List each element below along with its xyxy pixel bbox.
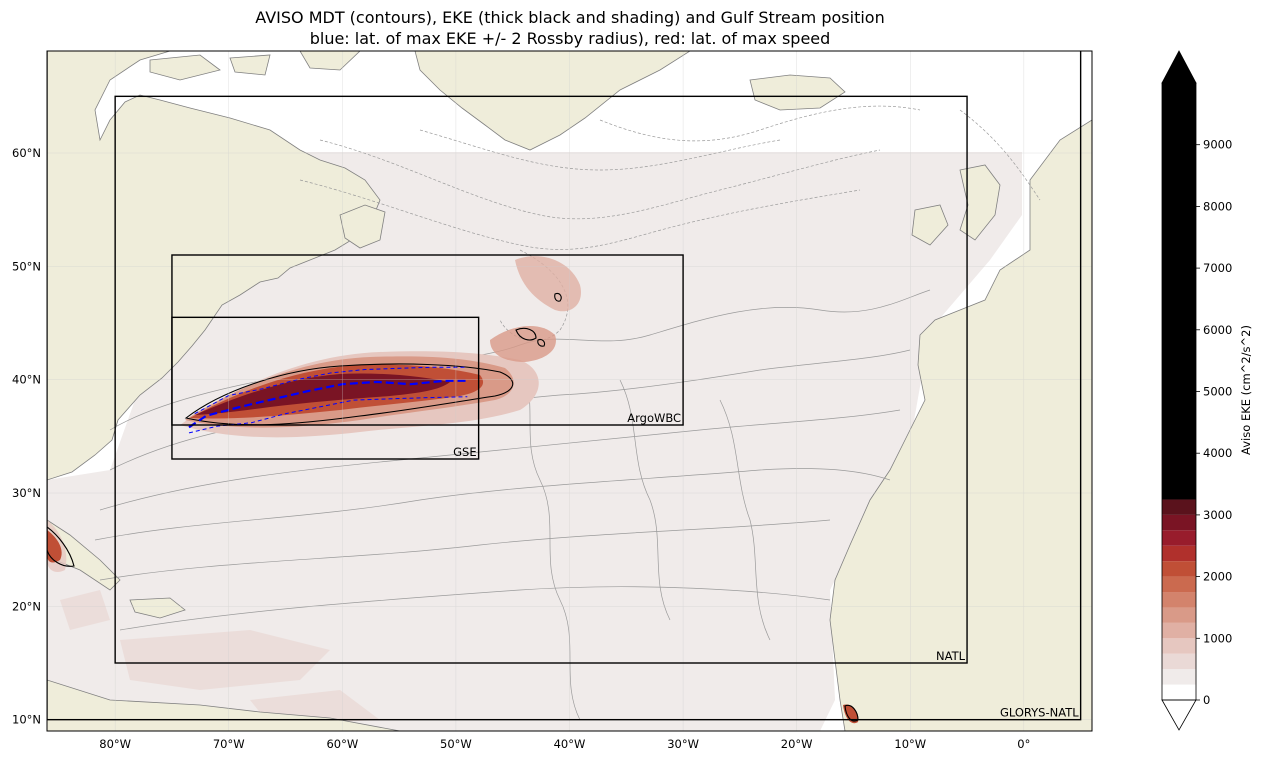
- eke-gulf-stream-shading: [47, 256, 859, 724]
- colorbar-min-extension: [1161, 699, 1197, 731]
- colorbar: 0 1000 2000 3000 4000 5000 6000 7000 8000 9000: [1161, 50, 1232, 731]
- colorbar-level: [1162, 669, 1196, 685]
- colorbar-level: [1162, 622, 1196, 639]
- region-label: ArgoWBC: [627, 411, 681, 425]
- lon-tick-label: 0°: [1017, 737, 1030, 751]
- chart-title: AVISO MDT (contours), EKE (thick black a…: [255, 8, 885, 27]
- gs-south-envelope-line: [188, 396, 468, 434]
- colorbar-tick-label: 4000: [1203, 446, 1232, 460]
- map-frame: [46, 50, 1093, 732]
- region-label: NATL: [936, 649, 966, 663]
- lon-tick-label: 40°W: [554, 737, 586, 751]
- newfoundland-land: [339, 204, 386, 249]
- colorbar-level: [1162, 561, 1196, 577]
- colorbar-level: [1162, 545, 1196, 562]
- arctic-islands-land: [149, 51, 361, 81]
- colorbar-level: [1162, 83, 1196, 500]
- lat-tick-label: 30°N: [12, 486, 41, 500]
- lat-tick-label: 50°N: [12, 259, 41, 273]
- colorbar-max-extension: [1161, 50, 1197, 84]
- lon-tick-label: 20°W: [781, 737, 813, 751]
- colorbar-level: [1162, 653, 1196, 670]
- colorbar-tick-label: 1000: [1203, 631, 1232, 645]
- gs-max-eke-line: [188, 379, 468, 429]
- colorbar-tick-label: 7000: [1203, 261, 1232, 275]
- longitude-labels: 80°W 70°W 60°W 50°W 40°W 30°W 20°W 10°W 0°: [99, 737, 1030, 751]
- mdt-contours: [94, 289, 931, 721]
- ireland-land: [911, 204, 949, 246]
- region-box: [114, 95, 968, 664]
- greenland-land: [414, 51, 691, 151]
- colorbar-level: [1162, 638, 1196, 654]
- colorbar-tick-label: 0: [1203, 693, 1210, 707]
- colorbar-level: [1162, 576, 1196, 593]
- chart-subtitle: blue: lat. of max EKE +/- 2 Rossby radiu…: [309, 29, 831, 48]
- latitude-labels: 10°N 20°N 30°N 40°N 50°N 60°N: [12, 146, 41, 727]
- lon-tick-label: 70°W: [213, 737, 245, 751]
- colorbar-level: [1162, 684, 1196, 700]
- colorbar-level: [1162, 607, 1196, 623]
- colorbar-level: [1162, 499, 1196, 515]
- hispaniola-land: [129, 597, 186, 619]
- colorbar-level: [1162, 592, 1196, 608]
- region-label: GSE: [453, 445, 476, 459]
- south-america-land: [47, 679, 401, 731]
- colorbar-level: [1162, 530, 1196, 546]
- colorbar-tick-label: 6000: [1203, 323, 1232, 337]
- gulf-stream-lines: [188, 366, 468, 434]
- lat-tick-label: 10°N: [12, 713, 41, 727]
- region-boxes: GLORYS-NATL NATL ArgoWBC GSE: [47, 51, 1082, 721]
- map-area: GLORYS-NATL NATL ArgoWBC GSE: [47, 51, 1092, 731]
- colorbar-tick-label: 5000: [1203, 385, 1232, 399]
- gs-north-envelope-line: [194, 366, 468, 415]
- colorbar-tick-label: 9000: [1203, 138, 1232, 152]
- colorbar-level: [1162, 514, 1196, 531]
- colorbar-tick-label: 8000: [1203, 199, 1232, 213]
- colorbar-tick-label: 2000: [1203, 570, 1232, 584]
- eke-shading-basin: [47, 152, 1022, 731]
- region-box: [171, 316, 480, 460]
- lon-tick-label: 60°W: [326, 737, 358, 751]
- lat-tick-label: 60°N: [12, 146, 41, 160]
- lat-tick-label: 40°N: [12, 373, 41, 387]
- colorbar-label: Aviso EKE (cm^2/s^2): [1239, 325, 1253, 455]
- region-label: GLORYS-NATL: [1000, 706, 1079, 720]
- eke-shading-tropics: [60, 590, 380, 725]
- lon-tick-label: 30°W: [667, 737, 699, 751]
- europe-africa-land: [829, 119, 1092, 731]
- lon-tick-label: 50°W: [440, 737, 472, 751]
- region-box: [47, 51, 1082, 721]
- colorbar-tick-label: 3000: [1203, 508, 1232, 522]
- lon-tick-label: 80°W: [99, 737, 131, 751]
- lat-tick-label: 20°N: [12, 599, 41, 613]
- lon-tick-label: 10°W: [894, 737, 926, 751]
- land: [47, 51, 1092, 731]
